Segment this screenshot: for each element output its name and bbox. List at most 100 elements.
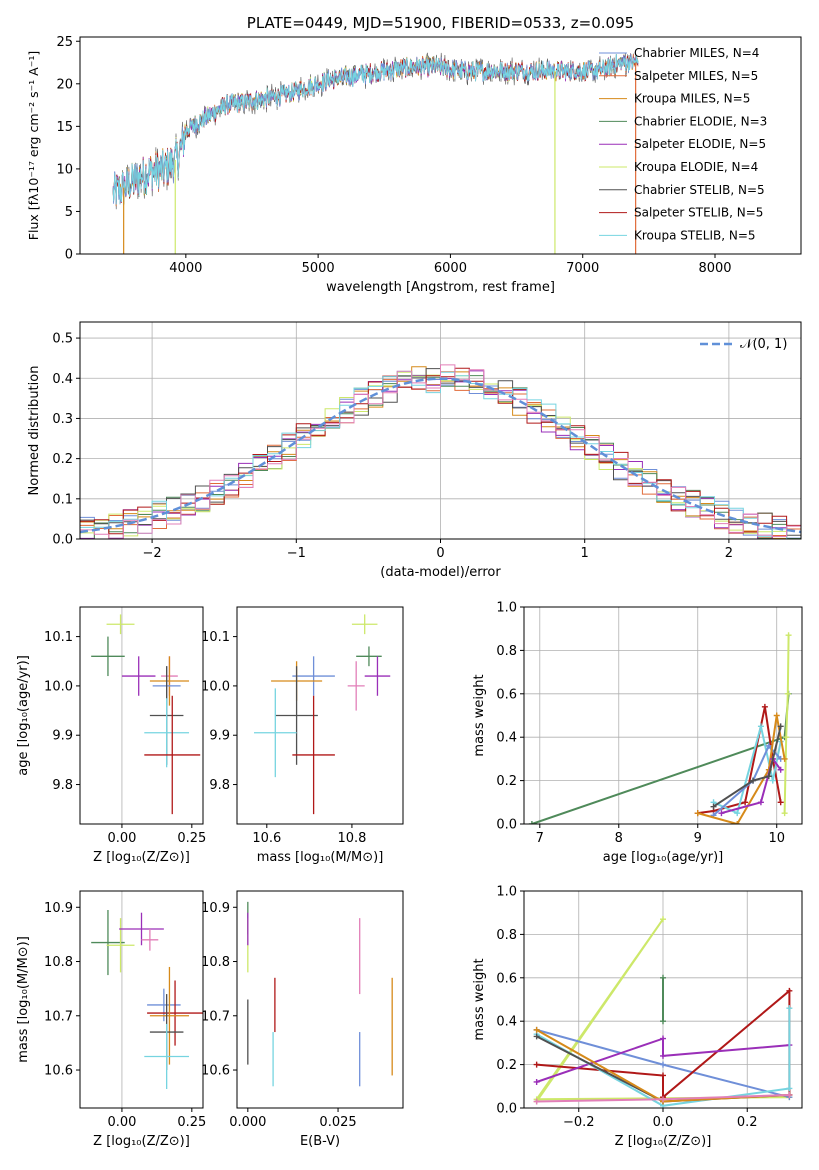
weight-marker [710,803,717,810]
panel-mass-age: 10.6 10.8 9.8 9.9 10.0 10.1 mass [log₁₀(M/M⊙)] [201,606,404,865]
legend-label: Kroupa ELODIE, N=4 [634,160,758,174]
y-tick-label: 9.9 [209,729,230,744]
y-tick-label: 0.0 [496,1102,517,1117]
errorbar-point [275,666,318,765]
y-tick-label: 0.0 [52,533,73,548]
x-tick-label: 4000 [169,261,202,276]
y-tick-label: 10.8 [201,955,230,970]
x-tick-label: 1 [581,546,589,561]
y-tick-label: 0.6 [496,687,517,702]
plot-area [91,909,203,1090]
x-tick-label: 0.000 [229,1115,266,1130]
errorbar-point [144,1023,190,1090]
weight-series [533,1035,793,1085]
errorbar-point [141,928,159,951]
weight-marker [533,1033,540,1040]
y-tick-label: 9.9 [52,729,73,744]
weight-marker [777,723,784,730]
errorbar-point [106,614,135,635]
weight-marker [777,799,784,806]
errorbar-point [254,688,297,778]
y-tick-label: 10.0 [201,679,230,694]
y-tick-label: 0.0 [496,818,517,833]
x-tick-label: 0.025 [319,1115,356,1130]
axes-frame [79,890,204,1109]
y-tick-label: 0.1 [52,492,73,507]
weight-line [536,1037,790,1083]
x-tick-label: 0.00 [107,1115,136,1130]
weight-marker [785,632,792,639]
weight-marker [660,974,666,981]
x-tick-label: 0 [436,546,444,561]
y-tick-label: 25 [56,35,73,50]
y-tick-label: 10.6 [44,1064,73,1079]
legend-label: Kroupa STELIB, N=5 [634,228,756,242]
weight-line [721,756,782,815]
y-tick-label: 9.8 [52,778,73,793]
legend: Chabrier MILES, N=4 Salpeter MILES, N=5 Kr… [599,46,767,242]
weight-series [781,632,792,817]
y-tick-label: 10.9 [201,901,230,916]
legend-label: Salpeter STELIB, N=5 [634,206,763,220]
y-tick-label: 1.0 [496,601,517,616]
legend-label: Kroupa MILES, N=5 [634,92,750,106]
weight-series [694,712,788,824]
y-tick-label: 0.8 [496,928,517,943]
y-tick-label: 0.5 [52,332,73,347]
weight-marker [660,1096,666,1103]
weight-marker [757,723,764,730]
normal-curve [80,377,801,534]
y-tick-label: 0.2 [496,1058,517,1073]
weight-marker [718,810,725,817]
y-axis-label: age [log₁₀(age/yr)] [16,655,31,776]
weight-marker [786,1005,793,1012]
errorbar-point [147,980,203,1046]
x-tick-label: 6000 [434,261,467,276]
weight-marker [694,810,701,817]
legend-label: Chabrier ELODIE, N=3 [634,114,767,128]
weight-marker [786,1085,793,1092]
x-tick-label: 0.0 [653,1115,674,1130]
x-tick-label: 2 [725,546,733,561]
panel-ebv-mass: 0.000 0.025 10.6 10.7 10.8 10.9 E(B-V) [201,890,404,1149]
weight-series [660,974,666,1025]
y-tick-label: 9.8 [209,778,230,793]
weight-marker [757,799,764,806]
weight-marker [742,799,749,806]
y-axis-label: mass [log₁₀(M/M⊙)] [16,936,31,1063]
x-tick-label: 10.6 [252,831,281,846]
y-tick-label: 10.6 [201,1064,230,1079]
x-tick-label: 0.00 [107,831,136,846]
x-tick-label: 10 [768,831,785,846]
errorbar-point [347,661,365,711]
weight-series [533,1091,793,1105]
y-tick-label: 0.3 [52,412,73,427]
y-tick-label: 10.8 [44,955,73,970]
y-tick-label: 1.0 [496,885,517,900]
weight-marker [773,712,780,719]
plot-area [528,632,792,824]
errorbar-point [292,656,335,696]
legend-label: Salpeter MILES, N=5 [634,69,758,83]
weight-marker [769,777,776,784]
x-tick-label: 0.25 [177,1115,206,1130]
plot-area [254,614,391,815]
weight-marker [660,916,666,923]
weight-marker [660,1072,666,1079]
y-tick-label: 0.8 [496,644,517,659]
y-tick-label: 10.1 [201,630,230,645]
errorbar-point [149,966,190,1065]
x-tick-label: 8 [615,831,623,846]
weight-marker [528,821,535,824]
panel-spectrum: 4000 5000 6000 7000 8000 0 5 10 15 20 25 wavelength… [56,35,802,295]
panel-z-weight: −0.2 0.0 0.2 0.0 0.2 0.4 0.6 0.8 1.0 Z [log₁₀(Z/Z… [496,885,803,1149]
x-tick-label: −2 [143,546,162,561]
spectrum-line [112,54,639,206]
errorbar-point [144,698,190,768]
weight-marker [533,1098,540,1105]
histogram-step [80,364,801,539]
y-axis-label: Normed distribution [27,366,42,496]
y-tick-label: 10.0 [44,679,73,694]
x-axis-label: Z [log₁₀(Z/Z⊙)] [93,1134,190,1149]
